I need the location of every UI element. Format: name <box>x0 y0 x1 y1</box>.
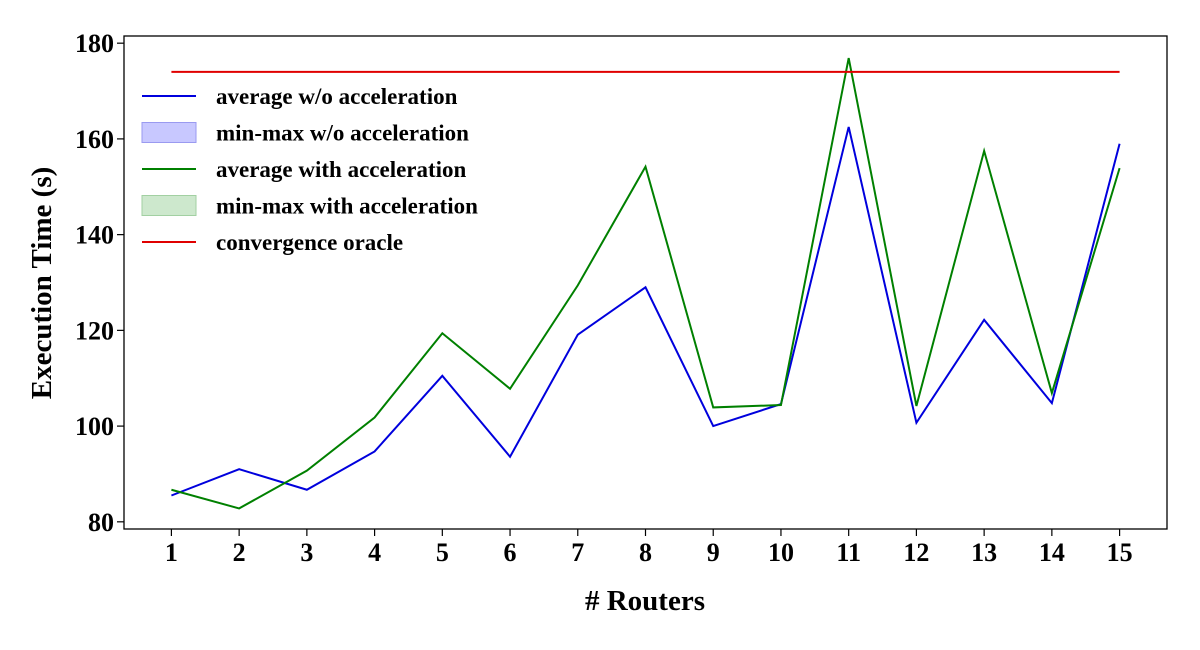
x-tick-label: 3 <box>300 538 313 567</box>
series-line-average-w-o-acceleration <box>171 126 1121 497</box>
x-axis-label: # Routers <box>585 585 705 617</box>
plot-area-frame <box>123 35 1168 530</box>
x-tick-label: 15 <box>1107 538 1133 567</box>
y-tick-label: 80 <box>88 508 114 537</box>
series-line-average-with-acceleration <box>171 57 1121 510</box>
x-tick-label: 14 <box>1039 538 1065 567</box>
legend-label: average w/o acceleration <box>216 84 458 109</box>
x-tick-label: 2 <box>233 538 246 567</box>
y-tick-label: 120 <box>75 316 114 345</box>
legend-label: convergence oracle <box>216 230 403 255</box>
y-tick-label: 160 <box>75 125 114 154</box>
x-tick-label: 1 <box>165 538 178 567</box>
legend-label: min-max with acceleration <box>216 194 478 219</box>
y-tick-label: 100 <box>75 412 114 441</box>
x-tick-label: 4 <box>368 538 381 567</box>
x-tick-label: 11 <box>836 538 861 567</box>
x-tick-label: 9 <box>707 538 720 567</box>
data-series <box>171 57 1121 510</box>
legend-label: min-max w/o acceleration <box>216 121 469 146</box>
y-tick-label: 180 <box>75 29 114 58</box>
x-tick-label: 8 <box>639 538 652 567</box>
x-tick-label: 6 <box>504 538 517 567</box>
x-tick-label: 5 <box>436 538 449 567</box>
legend-patch-swatch <box>141 195 197 216</box>
legend-label: average with acceleration <box>216 157 467 182</box>
x-tick-label: 12 <box>903 538 929 567</box>
y-axis-label: Execution Time (s) <box>26 167 58 400</box>
legend: average w/o acceleration min-max w/o acce… <box>141 84 478 255</box>
legend-patch-swatch <box>141 122 197 143</box>
y-tick-label: 140 <box>75 221 114 250</box>
x-tick-label: 10 <box>768 538 794 567</box>
x-tick-label: 13 <box>971 538 997 567</box>
x-tick-label: 7 <box>571 538 584 567</box>
